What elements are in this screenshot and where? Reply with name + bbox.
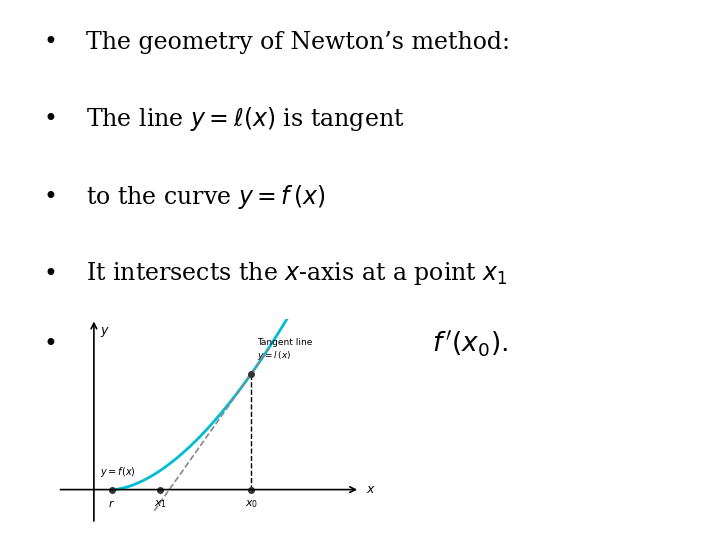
Text: $x_1$: $x_1$ — [154, 499, 167, 510]
Text: The geometry of Newton’s method:: The geometry of Newton’s method: — [86, 31, 510, 53]
Text: The line $y = \ell(x)$ is tangent: The line $y = \ell(x)$ is tangent — [86, 105, 405, 133]
Text: •: • — [43, 262, 58, 286]
Text: $r$: $r$ — [109, 498, 116, 509]
Text: $x$: $x$ — [366, 483, 376, 496]
Text: $y = f(x)$: $y = f(x)$ — [100, 465, 136, 480]
Text: •: • — [43, 30, 58, 54]
Text: $y$: $y$ — [100, 326, 109, 340]
Text: •: • — [43, 107, 58, 131]
Text: $f\,'(x_0).$: $f\,'(x_0).$ — [432, 329, 508, 359]
Text: •: • — [43, 332, 58, 356]
Text: to the curve $y = f\,(x)$: to the curve $y = f\,(x)$ — [86, 183, 326, 211]
Text: It intersects the $x$-axis at a point $x_1$: It intersects the $x$-axis at a point $x… — [86, 260, 508, 287]
Text: •: • — [43, 185, 58, 208]
Text: $x_0$: $x_0$ — [245, 499, 258, 510]
Text: Tangent line
$y = l\,(x)$: Tangent line $y = l\,(x)$ — [257, 338, 312, 362]
